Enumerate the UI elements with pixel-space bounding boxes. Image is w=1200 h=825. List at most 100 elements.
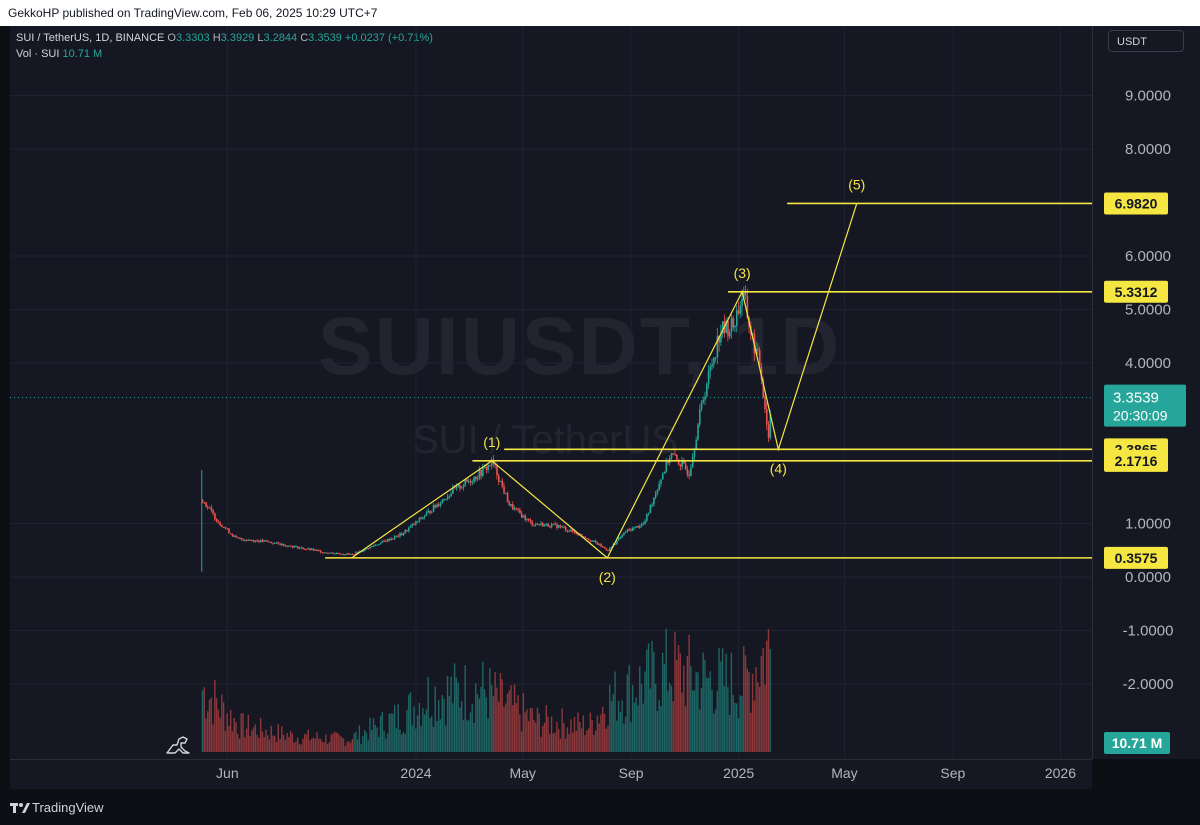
volume-bar: [316, 732, 318, 752]
candle-body: [371, 546, 373, 548]
candle-body: [522, 515, 525, 518]
volume-bar: [769, 649, 771, 752]
candle-body: [734, 326, 736, 328]
level-tag-bg: [1104, 280, 1168, 303]
candle-body: [386, 538, 389, 542]
volume-bar: [531, 708, 533, 752]
candle-body: [466, 479, 468, 482]
volume-bar: [497, 701, 500, 752]
candle-body: [434, 505, 437, 508]
wave-path[interactable]: [351, 203, 858, 559]
volume-bar: [586, 730, 588, 752]
volume-bar: [453, 663, 456, 752]
candle-body: [543, 524, 546, 527]
volume-bar: [527, 721, 530, 752]
candle-body: [519, 509, 521, 514]
volume-bar: [441, 694, 443, 752]
symbol-title[interactable]: SUI / TetherUS, 1D, BINANCE: [16, 32, 165, 44]
symbol-name-watermark: SUI / TetherUS: [412, 418, 679, 462]
volume-label[interactable]: Vol · SUI: [16, 48, 60, 60]
volume-bar: [760, 655, 763, 752]
candle-body: [254, 540, 257, 542]
volume-bar: [263, 737, 265, 752]
candle-body: [679, 464, 682, 467]
candle-body: [765, 409, 768, 425]
candle-body: [288, 545, 290, 547]
chart-pane[interactable]: [10, 26, 1092, 759]
volume-legend[interactable]: Vol · SUI 10.71 M: [16, 48, 102, 60]
volume-bar: [416, 715, 419, 752]
volume-bar: [529, 708, 532, 752]
volume-bar: [429, 718, 431, 752]
dino-icon[interactable]: [166, 736, 190, 754]
volume-bar: [596, 715, 599, 752]
volume-bar: [716, 690, 719, 752]
volume-value: 10.71 M: [62, 48, 103, 60]
volume-bar: [392, 713, 394, 752]
candle-body: [637, 525, 639, 528]
volume-bar: [363, 730, 366, 752]
volume-bar: [744, 655, 747, 752]
volume-bar: [683, 665, 685, 752]
candle-body: [367, 548, 370, 550]
candle-body: [545, 523, 548, 525]
volume-bar: [695, 672, 697, 752]
volume-bar: [619, 711, 622, 752]
volume-bar: [455, 677, 458, 752]
symbol-legend[interactable]: SUI / TetherUS, 1D, BINANCE O3.3303 H3.3…: [16, 32, 433, 44]
volume-bar: [201, 690, 204, 752]
candle-body: [268, 541, 271, 543]
volume-tag[interactable]: 10.71 M: [1104, 732, 1170, 754]
volume-bar: [438, 700, 440, 752]
candle-body: [457, 484, 460, 486]
volume-bar: [332, 733, 334, 752]
volume-bar: [720, 661, 722, 752]
level-price-tag[interactable]: 5.3312: [1104, 280, 1168, 303]
candle-body: [356, 552, 359, 554]
volume-bar: [616, 720, 618, 752]
candle-body: [531, 521, 534, 526]
volume-bar: [251, 730, 253, 752]
candle-body: [365, 548, 368, 550]
volume-bar: [688, 634, 690, 752]
candle-body: [252, 540, 255, 542]
volume-bar: [295, 741, 297, 752]
candle-body: [420, 517, 422, 519]
volume-bar: [237, 733, 239, 752]
candle-body: [439, 503, 442, 506]
time-axis[interactable]: [10, 759, 1092, 790]
level-price-tag[interactable]: 0.3575: [1104, 546, 1168, 569]
candle-body: [423, 515, 426, 518]
volume-bar: [413, 706, 415, 752]
volume-bar: [379, 716, 382, 752]
candle-body: [665, 460, 668, 472]
candle-body: [487, 464, 490, 470]
volume-bar: [309, 740, 311, 752]
volume-bar: [635, 697, 637, 752]
volume-bar: [358, 725, 361, 752]
volume-bar: [575, 730, 577, 752]
volume-bar: [485, 697, 488, 752]
currency-unit-button[interactable]: USDT: [1108, 30, 1184, 52]
volume-bar: [603, 713, 606, 752]
volume-bar: [293, 742, 295, 752]
volume-bar: [714, 709, 717, 752]
volume-bar: [388, 713, 391, 752]
open-label: O: [167, 32, 176, 44]
volume-bar: [644, 671, 646, 752]
volume-bar: [242, 713, 244, 752]
volume-bar: [238, 738, 241, 752]
volume-bar: [475, 683, 477, 752]
candle-body: [575, 532, 578, 535]
volume-bar: [602, 706, 604, 752]
level-price-tag[interactable]: 2.1716: [1104, 449, 1168, 472]
candle-body: [418, 517, 421, 522]
candle-body: [337, 553, 340, 555]
volume-bar: [646, 649, 648, 752]
volume-bar: [305, 734, 308, 752]
candle-body: [383, 540, 385, 542]
level-price-tag[interactable]: 6.9820: [1104, 192, 1168, 215]
candle-body: [217, 521, 220, 523]
candle-body: [286, 545, 288, 547]
